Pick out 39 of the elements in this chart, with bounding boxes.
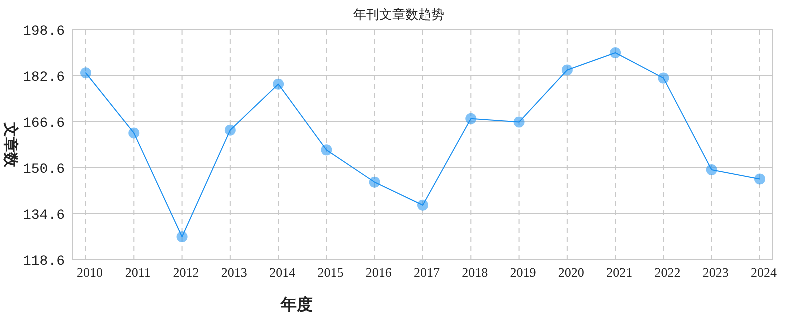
point (562, 64, 573, 76)
point (514, 116, 525, 128)
y-tick-label: 182.6 (22, 70, 65, 86)
chart-title: 年刊文章数趋势 (354, 7, 444, 22)
point (176, 232, 188, 242)
x-tick-label: 2022 (654, 265, 681, 280)
x-tick-label: 2023 (702, 265, 729, 280)
x-tick-label: 2014 (270, 265, 296, 280)
point (128, 128, 140, 139)
point (80, 68, 92, 79)
point (754, 174, 766, 185)
x-tick-label: 2024 (751, 265, 778, 280)
point (321, 144, 332, 156)
x-tick-label: 2015 (318, 265, 344, 280)
point (224, 124, 236, 136)
x-tick-label: 2019 (510, 265, 536, 280)
y-tick-label: 118.6 (22, 254, 65, 270)
x-tick-label: 2017 (414, 265, 440, 280)
x-tick-label: 2016 (366, 265, 392, 280)
y-tick-label: 150.6 (22, 162, 65, 178)
point (610, 48, 622, 58)
x-tick-label: 2011 (125, 265, 151, 280)
x-tick-label: 2021 (606, 265, 633, 280)
point (706, 164, 718, 176)
x-tick-label: 2013 (221, 265, 248, 280)
y-axis-title: 文章数 (2, 122, 20, 168)
y-tick-label: 134.6 (22, 208, 65, 224)
x-tick-label: 2018 (462, 265, 488, 280)
point (658, 72, 670, 84)
y-tick-label: 198.6 (22, 24, 65, 40)
y-tick-label: 166.6 (22, 116, 65, 132)
x-tick-label: 2012 (173, 265, 200, 280)
x-tick-label: 2020 (558, 265, 584, 280)
point (369, 176, 380, 188)
point (418, 200, 428, 211)
point (273, 78, 284, 90)
point (466, 113, 477, 124)
x-axis-title: 年度 (280, 295, 313, 314)
x-tick-label: 2010 (77, 265, 103, 280)
